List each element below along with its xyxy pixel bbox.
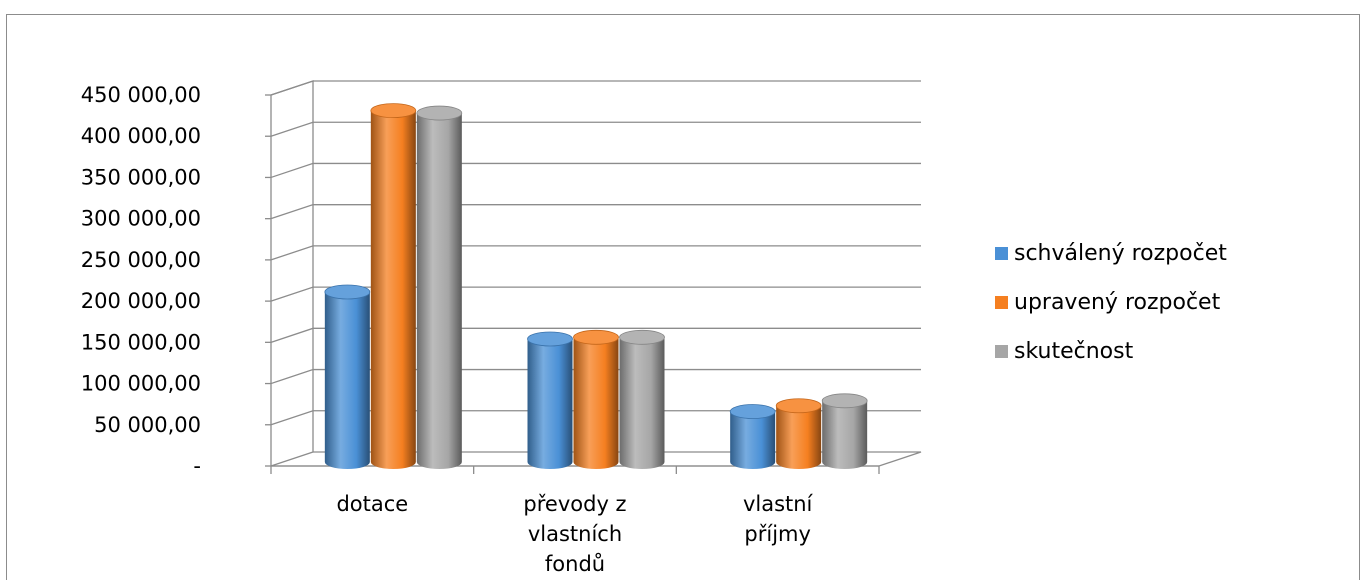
- bar-top: [619, 329, 665, 345]
- gridline: [270, 368, 921, 385]
- bar-body: [573, 337, 619, 470]
- legend-label: schválený rozpočet: [1014, 241, 1227, 266]
- chart-frame: - 50 000,00 100 000,00 150 000,00 200 000,00…: [6, 14, 1360, 580]
- gridlines: [270, 80, 921, 426]
- gridline: [270, 286, 921, 302]
- bars: [324, 103, 868, 470]
- gridline: [270, 204, 921, 220]
- y-tick-label: 450 000,00: [81, 83, 201, 107]
- bar: [324, 284, 371, 470]
- x-category-label: převody z vlastních fondů: [523, 492, 626, 576]
- gridline: [270, 327, 921, 343]
- legend-item: schválený rozpočet: [995, 241, 1227, 266]
- bar: [619, 329, 665, 470]
- legend-label: upravený rozpočet: [1014, 290, 1221, 315]
- bar: [416, 105, 463, 470]
- bar: [821, 393, 868, 470]
- y-axis-ticks: - 50 000,00 100 000,00 150 000,00 200 000,00…: [81, 83, 880, 478]
- x-category-label: vlastní příjmy: [743, 492, 814, 546]
- y-tick-label: 400 000,00: [81, 124, 201, 148]
- y-tick-label: 300 000,00: [81, 207, 201, 231]
- gridline: [270, 121, 921, 137]
- bar-body: [324, 291, 370, 470]
- legend-swatch: [995, 296, 1008, 309]
- y-tick-label: 100 000,00: [81, 372, 201, 396]
- gridline: [270, 80, 921, 96]
- chart-svg: - 50 000,00 100 000,00 150 000,00 200 000,00…: [81, 80, 1227, 576]
- x-axis-labels: dotace převody z vlastních fondů vlastní příj…: [336, 492, 813, 576]
- bar: [775, 398, 822, 470]
- bar: [527, 331, 573, 470]
- bar-top: [527, 331, 573, 347]
- bar-body: [370, 110, 416, 470]
- y-tick-label: 350 000,00: [81, 165, 201, 189]
- bar-top: [821, 393, 868, 409]
- legend-label: skutečnost: [1014, 339, 1134, 364]
- legend: schválený rozpočet upravený rozpočet skute…: [995, 241, 1227, 364]
- bar-top: [416, 105, 463, 121]
- y-tick-label: 50 000,00: [94, 413, 201, 437]
- bar-body: [730, 411, 776, 470]
- y-tick-label: 150 000,00: [81, 330, 201, 354]
- bar-top: [573, 329, 619, 345]
- bar-body: [776, 405, 822, 470]
- side-wall: [270, 80, 314, 467]
- y-tick-label: -: [193, 454, 201, 478]
- legend-item: upravený rozpočet: [995, 290, 1221, 315]
- y-tick-label: 250 000,00: [81, 248, 201, 272]
- bar-top: [729, 404, 776, 419]
- gridline: [270, 245, 921, 261]
- legend-swatch: [995, 247, 1008, 260]
- legend-swatch: [995, 345, 1008, 358]
- legend-item: skutečnost: [995, 339, 1134, 364]
- bar-top: [324, 284, 371, 300]
- bar-top: [775, 398, 822, 414]
- bar-top: [370, 103, 417, 119]
- bar-body: [619, 337, 665, 470]
- bar: [573, 329, 619, 470]
- x-category-label: dotace: [336, 492, 408, 516]
- gridline: [270, 162, 921, 179]
- bar-body: [822, 400, 868, 470]
- bar: [729, 404, 776, 470]
- gridline: [270, 410, 921, 426]
- bar: [370, 103, 417, 470]
- y-tick-label: 200 000,00: [81, 289, 201, 313]
- bar-body: [416, 113, 462, 470]
- bar-body: [527, 338, 573, 470]
